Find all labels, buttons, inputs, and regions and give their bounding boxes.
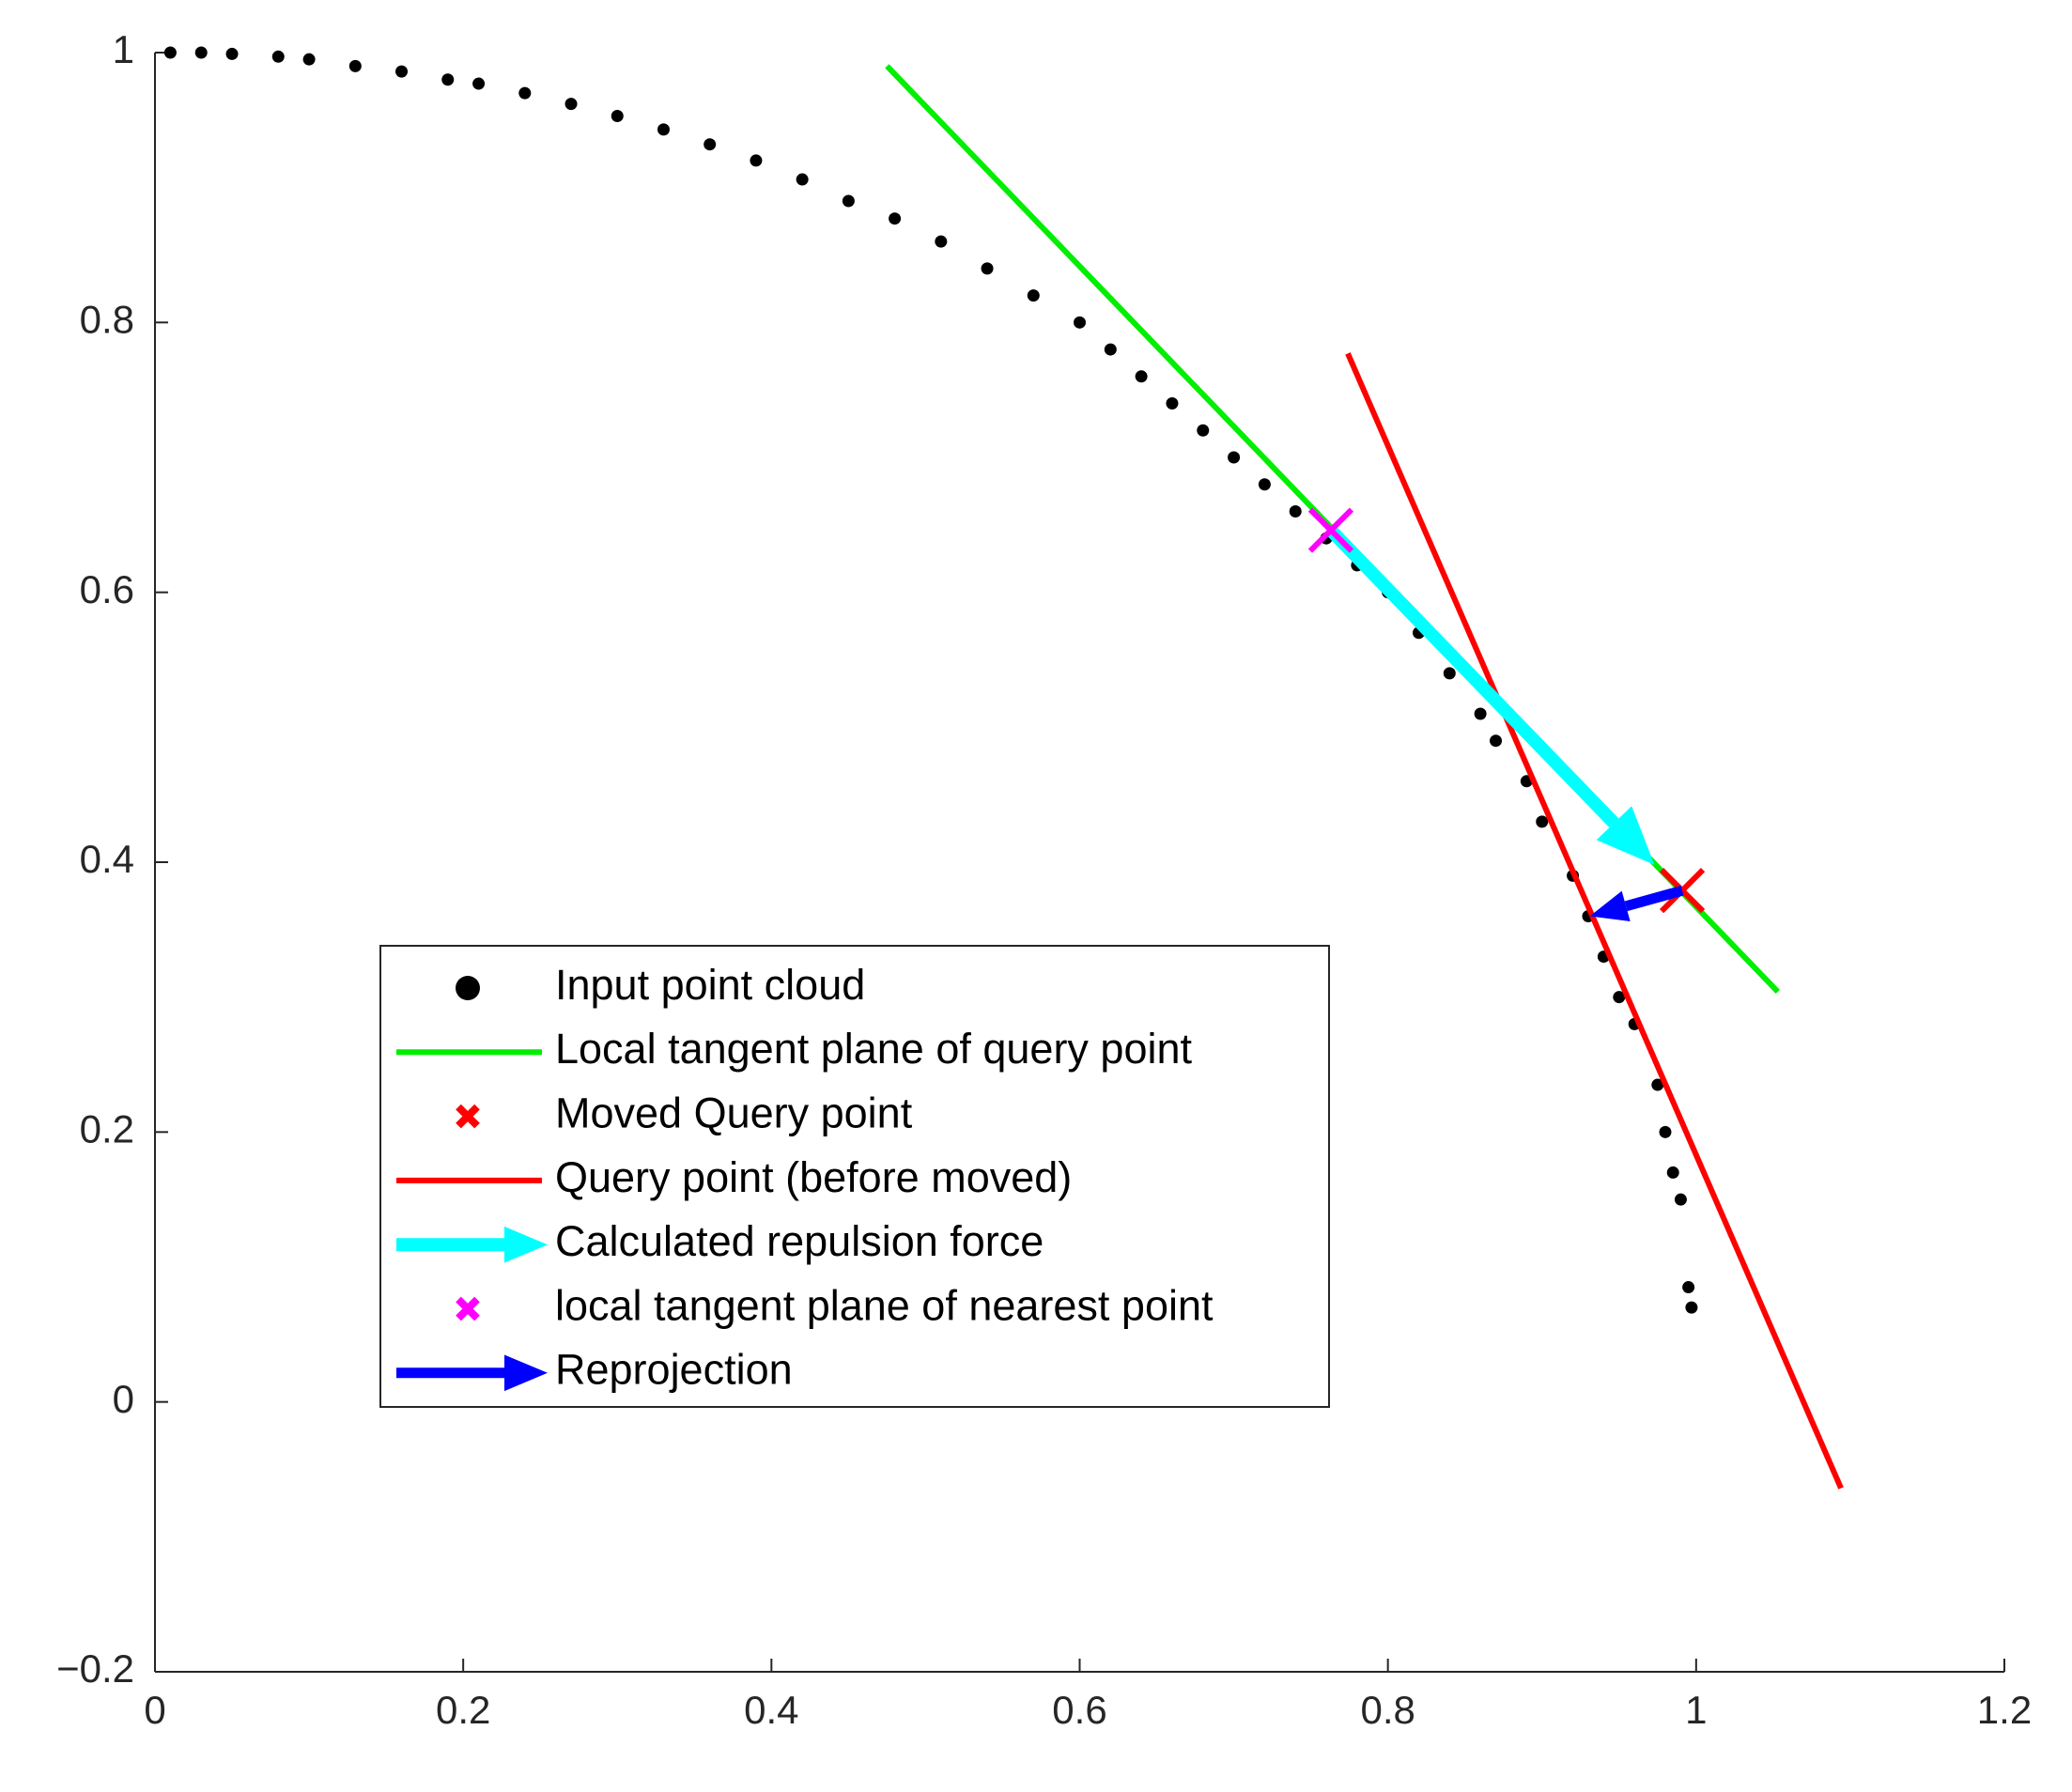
- arrow-head: [504, 1226, 548, 1263]
- point: [302, 53, 316, 66]
- point: [1258, 478, 1271, 491]
- cross-marker: [456, 1104, 480, 1129]
- arrow: [1589, 885, 1684, 921]
- arrow-head: [1589, 890, 1631, 921]
- point: [1027, 289, 1040, 302]
- cross-stroke: [456, 1104, 480, 1129]
- point: [564, 98, 578, 111]
- legend: Input point cloud Local tangent plane of …: [379, 945, 1330, 1408]
- point: [441, 73, 455, 86]
- cross-marker: [1307, 507, 1354, 553]
- y-tick-label: 0.2: [80, 1106, 134, 1151]
- legend-label: Calculated repulsion force: [555, 1217, 1044, 1265]
- point: [518, 86, 532, 100]
- x-tick-label: 1.2: [1977, 1688, 2032, 1732]
- point: [1443, 667, 1456, 680]
- point: [225, 47, 239, 60]
- point: [472, 77, 486, 90]
- arrow: [396, 1354, 548, 1392]
- arrow-shaft: [1325, 525, 1619, 828]
- y-tick-label: 0: [113, 1377, 134, 1421]
- legend-label: Local tangent plane of query point: [555, 1025, 1193, 1073]
- y-tick-label: 0.6: [80, 567, 134, 611]
- point: [1613, 991, 1626, 1004]
- legend-label: Query point (before moved): [555, 1153, 1072, 1201]
- line: [1345, 352, 1844, 1490]
- point: [704, 138, 717, 151]
- point: [1228, 451, 1241, 464]
- point: [1166, 397, 1179, 410]
- point: [842, 194, 855, 208]
- point: [611, 110, 624, 123]
- point: [889, 212, 902, 225]
- arrow: [396, 1226, 548, 1263]
- point: [1651, 1078, 1664, 1091]
- point: [935, 235, 948, 248]
- legend-label: local tangent plane of nearest point: [555, 1281, 1214, 1329]
- cross-stroke: [1307, 507, 1354, 553]
- x-tick-label: 1: [1685, 1688, 1707, 1732]
- cross-marker: [1659, 868, 1706, 914]
- point: [796, 173, 809, 186]
- legend-box: [379, 945, 1330, 1408]
- point: [1135, 370, 1148, 383]
- point: [1490, 734, 1503, 748]
- point: [194, 46, 208, 59]
- point: [1685, 1301, 1698, 1314]
- point: [750, 154, 763, 167]
- point: [1074, 316, 1086, 329]
- legend-label: Reprojection: [555, 1346, 793, 1394]
- point: [1474, 707, 1487, 720]
- point: [1666, 1166, 1679, 1179]
- legend-label: Moved Query point: [555, 1089, 913, 1136]
- point: [981, 262, 994, 275]
- y-tick-label: 0.4: [80, 837, 134, 881]
- legend-symbol: [456, 976, 480, 1000]
- point: [657, 123, 670, 136]
- x-tick-label: 0.8: [1360, 1688, 1415, 1732]
- x-tick-label: 0.6: [1052, 1688, 1106, 1732]
- cross-marker: [456, 1296, 480, 1321]
- point: [1536, 815, 1549, 828]
- point: [1289, 504, 1302, 518]
- point: [271, 50, 285, 63]
- y-tick-label: −0.2: [56, 1646, 134, 1691]
- arrow: [1325, 525, 1655, 865]
- cross-stroke: [456, 1296, 480, 1321]
- arrow-head: [504, 1354, 548, 1392]
- legend-label: Input point cloud: [555, 961, 865, 1009]
- y-tick-label: 0.8: [80, 297, 134, 341]
- y-tick-label: 1: [113, 27, 134, 71]
- point: [1104, 343, 1117, 356]
- point: [163, 46, 177, 59]
- point: [1682, 1281, 1695, 1294]
- x-tick-label: 0.2: [436, 1688, 490, 1732]
- point: [395, 65, 409, 78]
- point: [348, 59, 362, 72]
- arrow-head: [1596, 806, 1655, 865]
- point: [1659, 1125, 1672, 1138]
- cross-stroke: [1659, 868, 1706, 914]
- arrow-shaft: [1624, 885, 1684, 912]
- point: [1197, 424, 1210, 437]
- point: [1674, 1193, 1687, 1206]
- x-tick-label: 0: [144, 1688, 165, 1732]
- x-tick-label: 0.4: [744, 1688, 798, 1732]
